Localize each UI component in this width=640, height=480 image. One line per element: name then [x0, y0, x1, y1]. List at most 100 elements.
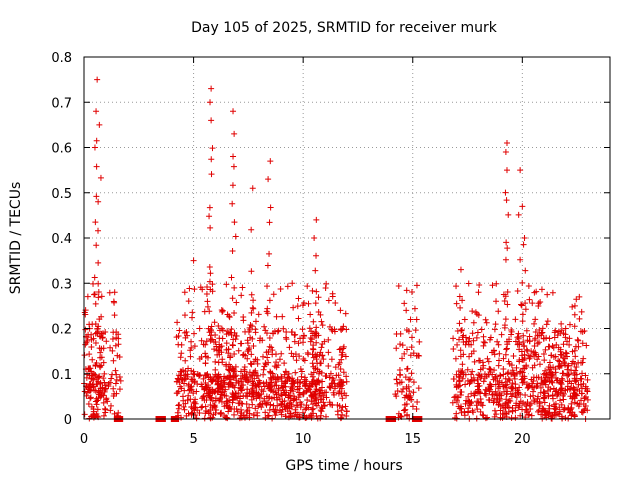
data-point	[207, 99, 214, 106]
data-point	[555, 344, 562, 351]
data-point	[185, 298, 192, 305]
axis-ticks: 0 0.1 0.2 0.3 0.4 0.5 0.6 0.7 0.8 0 5 10 15 20	[51, 51, 610, 447]
data-point	[298, 401, 305, 408]
data-point	[568, 367, 575, 374]
data-point	[527, 406, 534, 413]
data-point	[493, 280, 500, 287]
data-point	[278, 378, 285, 385]
y-tick-label: 0.1	[51, 368, 72, 383]
data-point	[93, 242, 100, 249]
data-point	[283, 369, 290, 376]
data-point	[335, 372, 342, 379]
data-point	[472, 390, 479, 397]
data-point	[319, 405, 326, 412]
data-point	[181, 312, 188, 319]
x-tick-label: 10	[295, 432, 312, 447]
data-point	[571, 412, 578, 419]
data-point	[526, 333, 533, 340]
data-point	[340, 345, 347, 352]
data-point	[465, 280, 472, 287]
data-point	[203, 291, 210, 298]
data-point	[557, 397, 564, 404]
data-point	[486, 365, 493, 372]
data-point	[328, 326, 335, 333]
data-point	[207, 224, 214, 231]
data-point	[193, 415, 200, 422]
data-point	[209, 398, 216, 405]
data-point	[515, 333, 522, 340]
data-point	[323, 394, 330, 401]
data-point	[247, 360, 254, 367]
data-point	[244, 337, 251, 344]
data-point	[485, 358, 492, 365]
data-point	[248, 386, 255, 393]
data-point	[549, 379, 556, 386]
data-point	[82, 326, 89, 333]
data-point	[312, 365, 319, 372]
data-point	[227, 372, 234, 379]
data-point	[538, 332, 545, 339]
data-point	[472, 309, 479, 316]
data-point	[95, 259, 102, 266]
data-point	[524, 337, 531, 344]
data-point	[533, 383, 540, 390]
data-point	[474, 388, 481, 395]
data-point	[567, 406, 574, 413]
data-point	[410, 389, 417, 396]
data-point	[249, 185, 256, 192]
data-point	[294, 402, 301, 409]
data-point	[475, 312, 482, 319]
data-point	[304, 283, 311, 290]
data-point	[255, 381, 262, 388]
data-point	[174, 375, 181, 382]
data-point	[477, 357, 484, 364]
data-point	[256, 401, 263, 408]
data-point	[81, 352, 88, 359]
data-point	[461, 408, 468, 415]
data-point	[343, 373, 350, 380]
data-point	[184, 397, 191, 404]
data-point	[225, 366, 232, 373]
data-point	[531, 342, 538, 349]
data-point	[95, 280, 102, 287]
data-point	[572, 391, 579, 398]
data-point	[245, 328, 252, 335]
data-point	[107, 407, 114, 414]
data-point	[483, 319, 490, 326]
data-point	[487, 383, 494, 390]
data-point	[202, 350, 209, 357]
data-point	[411, 305, 418, 312]
data-point	[234, 408, 241, 415]
data-point	[403, 307, 410, 314]
data-point	[249, 304, 256, 311]
data-point	[209, 281, 216, 288]
data-point	[249, 391, 256, 398]
data-point	[558, 327, 565, 334]
data-point	[219, 307, 226, 314]
chart-title: Day 105 of 2025, SRMTID for receiver mur…	[191, 20, 498, 36]
data-point	[454, 341, 461, 348]
data-point	[264, 262, 271, 269]
data-point	[322, 285, 329, 292]
data-point	[490, 376, 497, 383]
data-point	[262, 327, 269, 334]
data-point	[296, 391, 303, 398]
data-point	[342, 353, 349, 360]
data-point	[479, 402, 486, 409]
data-point	[303, 378, 310, 385]
data-point	[98, 345, 105, 352]
data-point	[225, 350, 232, 357]
data-point	[230, 163, 237, 170]
data-point	[319, 341, 326, 348]
data-point	[202, 360, 209, 367]
data-point	[113, 329, 120, 336]
data-point	[92, 372, 99, 379]
data-point	[315, 294, 322, 301]
data-point	[457, 347, 464, 354]
data-point	[459, 334, 466, 341]
y-tick-label: 0.3	[51, 277, 72, 292]
data-point	[453, 371, 460, 378]
data-point	[260, 366, 267, 373]
data-point	[555, 357, 562, 364]
